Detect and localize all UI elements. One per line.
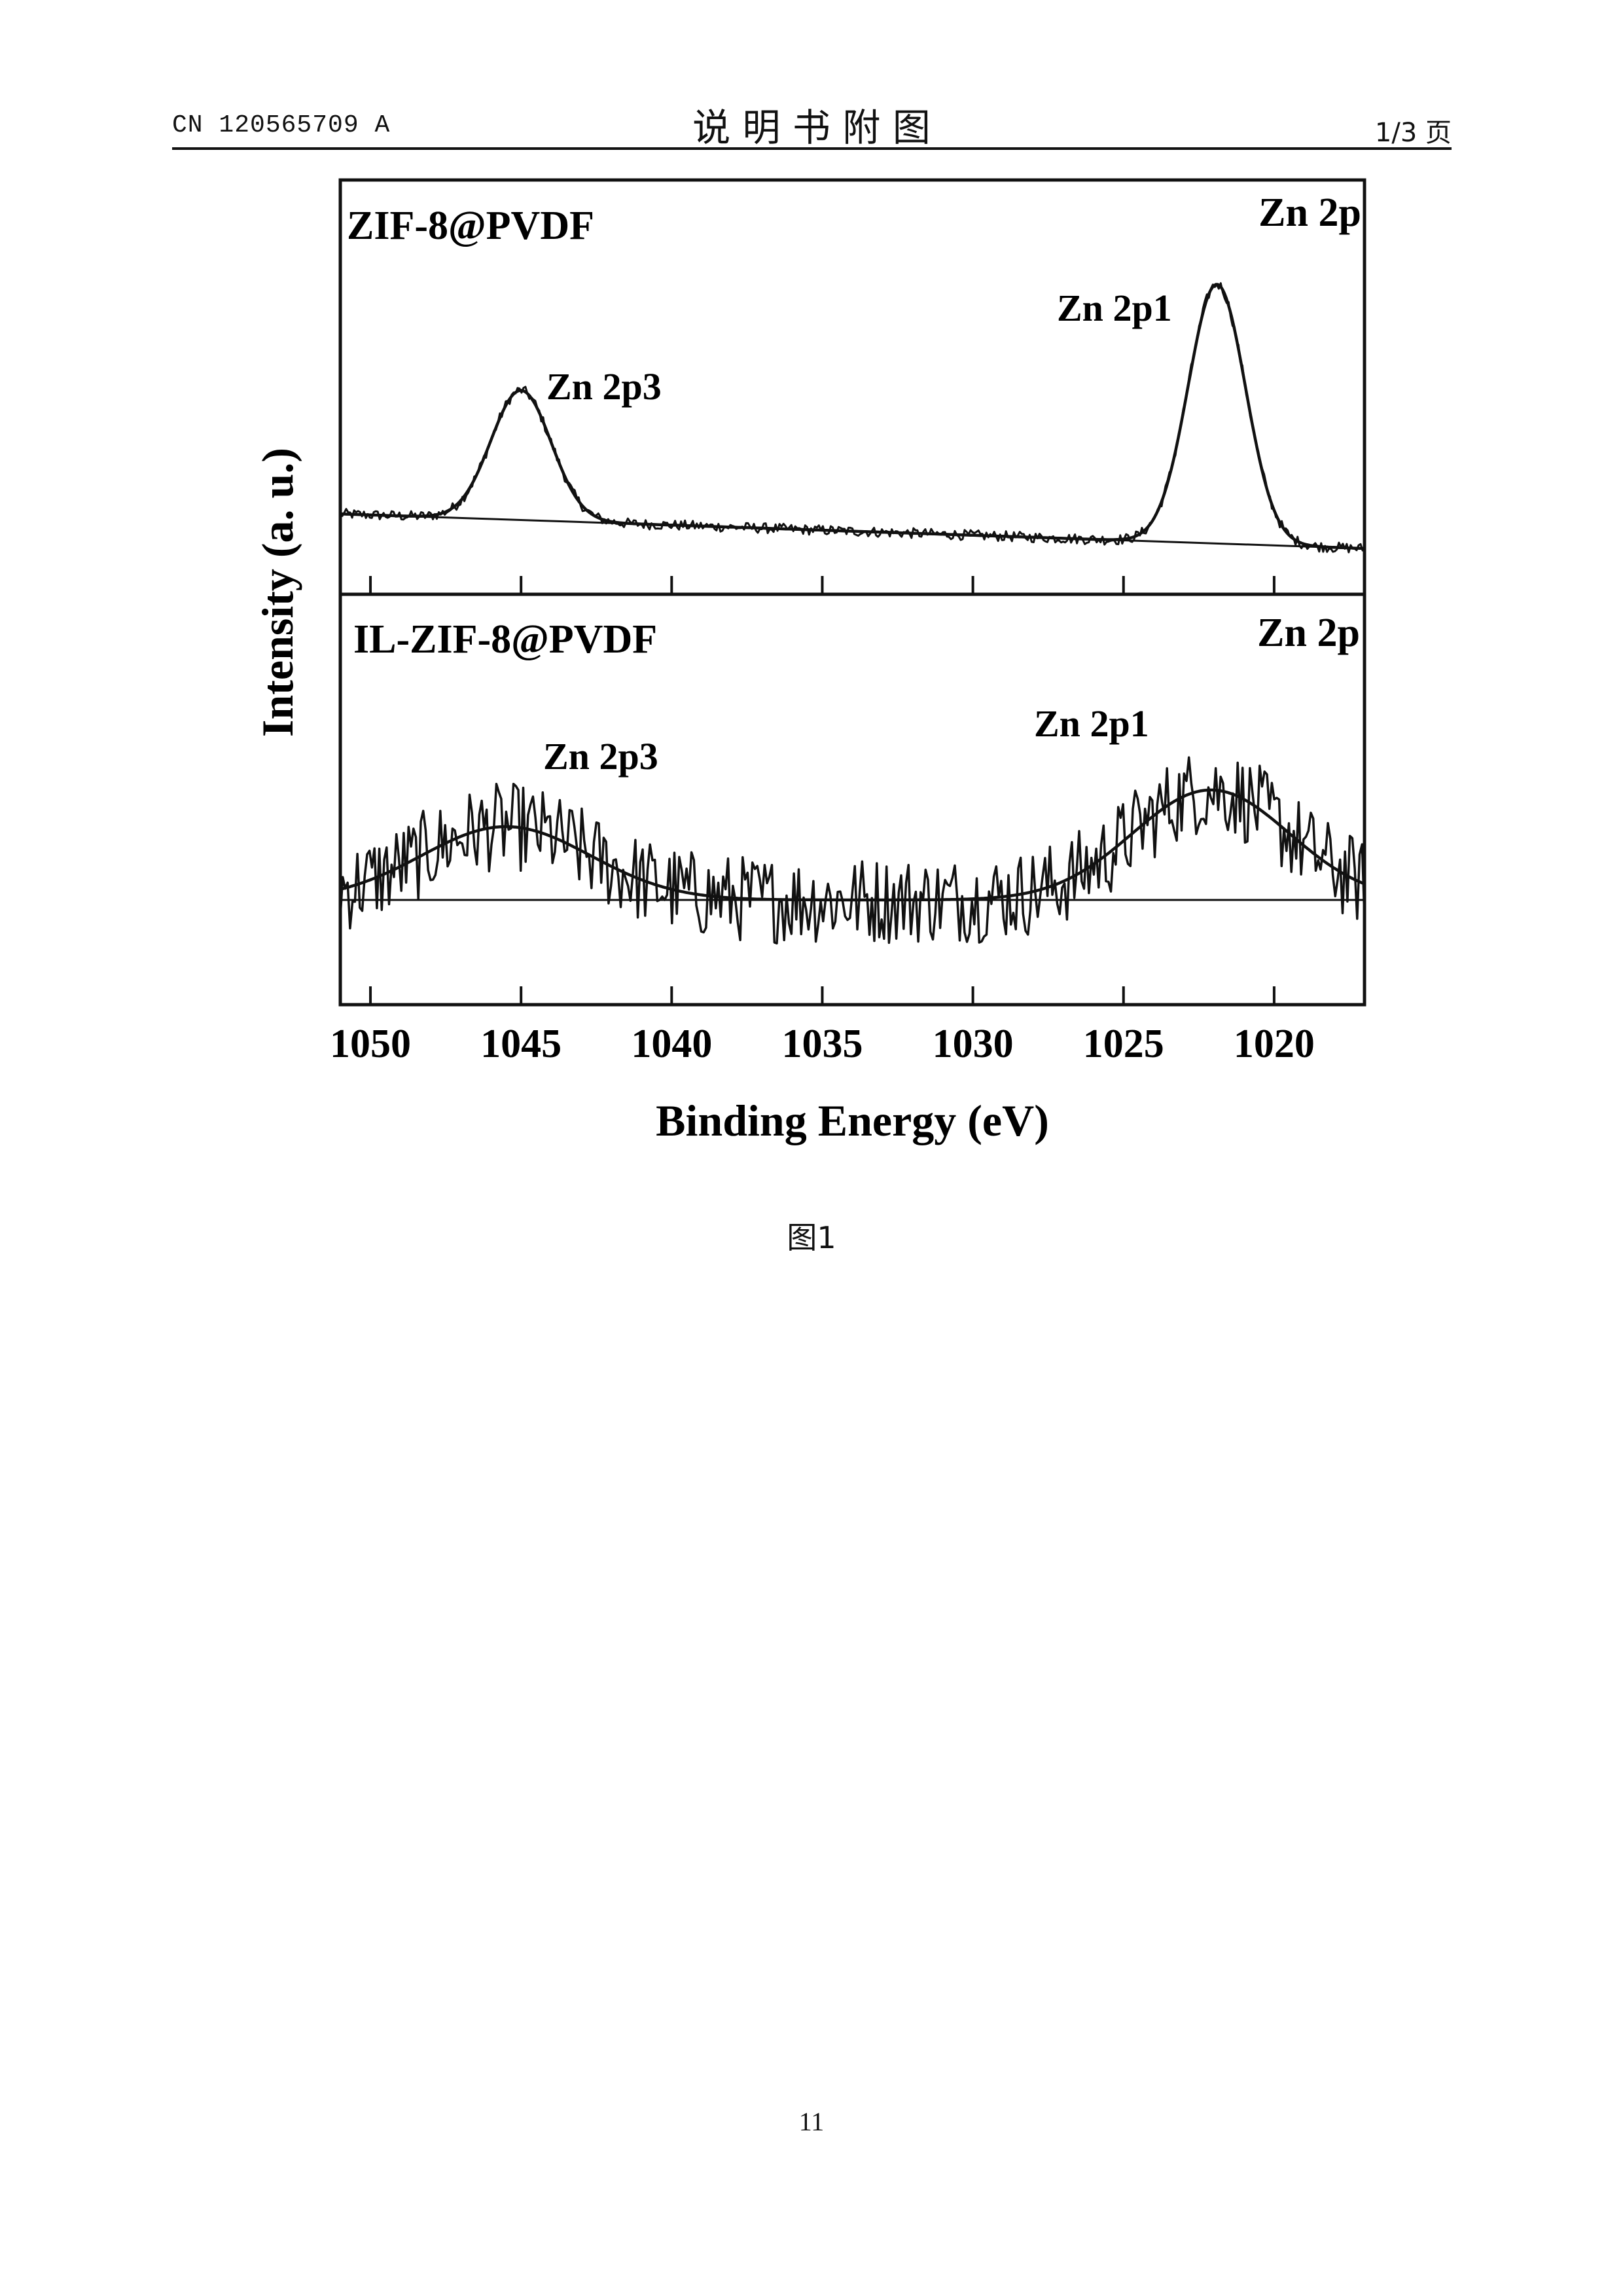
page-number: 11	[798, 2107, 825, 2136]
panel-region-label: Zn 2p	[1258, 190, 1361, 235]
panel-2: IL-ZIF-8@PVDF Zn 2p Zn 2p3 Zn 2p1	[339, 611, 1366, 1005]
axis-layer: 1050 1045 1040 1035 1030 1025 1020 Binding Ener…	[253, 178, 1366, 1145]
x-tick-label: 1040	[631, 1022, 712, 1066]
peak-label-2p1: Zn 2p1	[1057, 287, 1172, 329]
x-tick-label: 1045	[480, 1022, 562, 1066]
x-axis-title: Binding Energy (eV)	[656, 1096, 1049, 1145]
peak-label-2p3: Zn 2p3	[543, 735, 658, 778]
y-axis-title: Intensity (a. u.)	[253, 448, 302, 737]
panel-region-label: Zn 2p	[1257, 611, 1360, 655]
x-tick-label: 1030	[933, 1022, 1014, 1066]
plot-frame	[338, 178, 1366, 1007]
page-of-total: 1/3 页	[1374, 118, 1452, 148]
panel-1: ZIF-8@PVDF Zn 2p Zn 2p3 Zn 2p1	[339, 190, 1366, 594]
peak-label-2p1: Zn 2p1	[1034, 702, 1149, 745]
document-section-title: 说 明 书 附 图	[692, 105, 931, 150]
x-tick-label: 1050	[330, 1022, 411, 1066]
panel-sample-label: ZIF-8@PVDF	[347, 204, 594, 248]
patent-number: CN 120565709 A	[172, 111, 391, 139]
figure-caption: 图1	[787, 1220, 836, 1255]
fit-curve	[340, 283, 1365, 550]
x-tick-label: 1035	[781, 1022, 863, 1066]
panel-sample-label: IL-ZIF-8@PVDF	[353, 617, 657, 662]
x-tick-label: 1025	[1083, 1022, 1164, 1066]
raw-spectrum	[339, 282, 1366, 554]
raw-spectrum	[339, 756, 1366, 945]
header-rule	[172, 147, 1452, 150]
x-tick-label: 1020	[1234, 1022, 1315, 1066]
peak-label-2p3: Zn 2p3	[546, 365, 662, 408]
